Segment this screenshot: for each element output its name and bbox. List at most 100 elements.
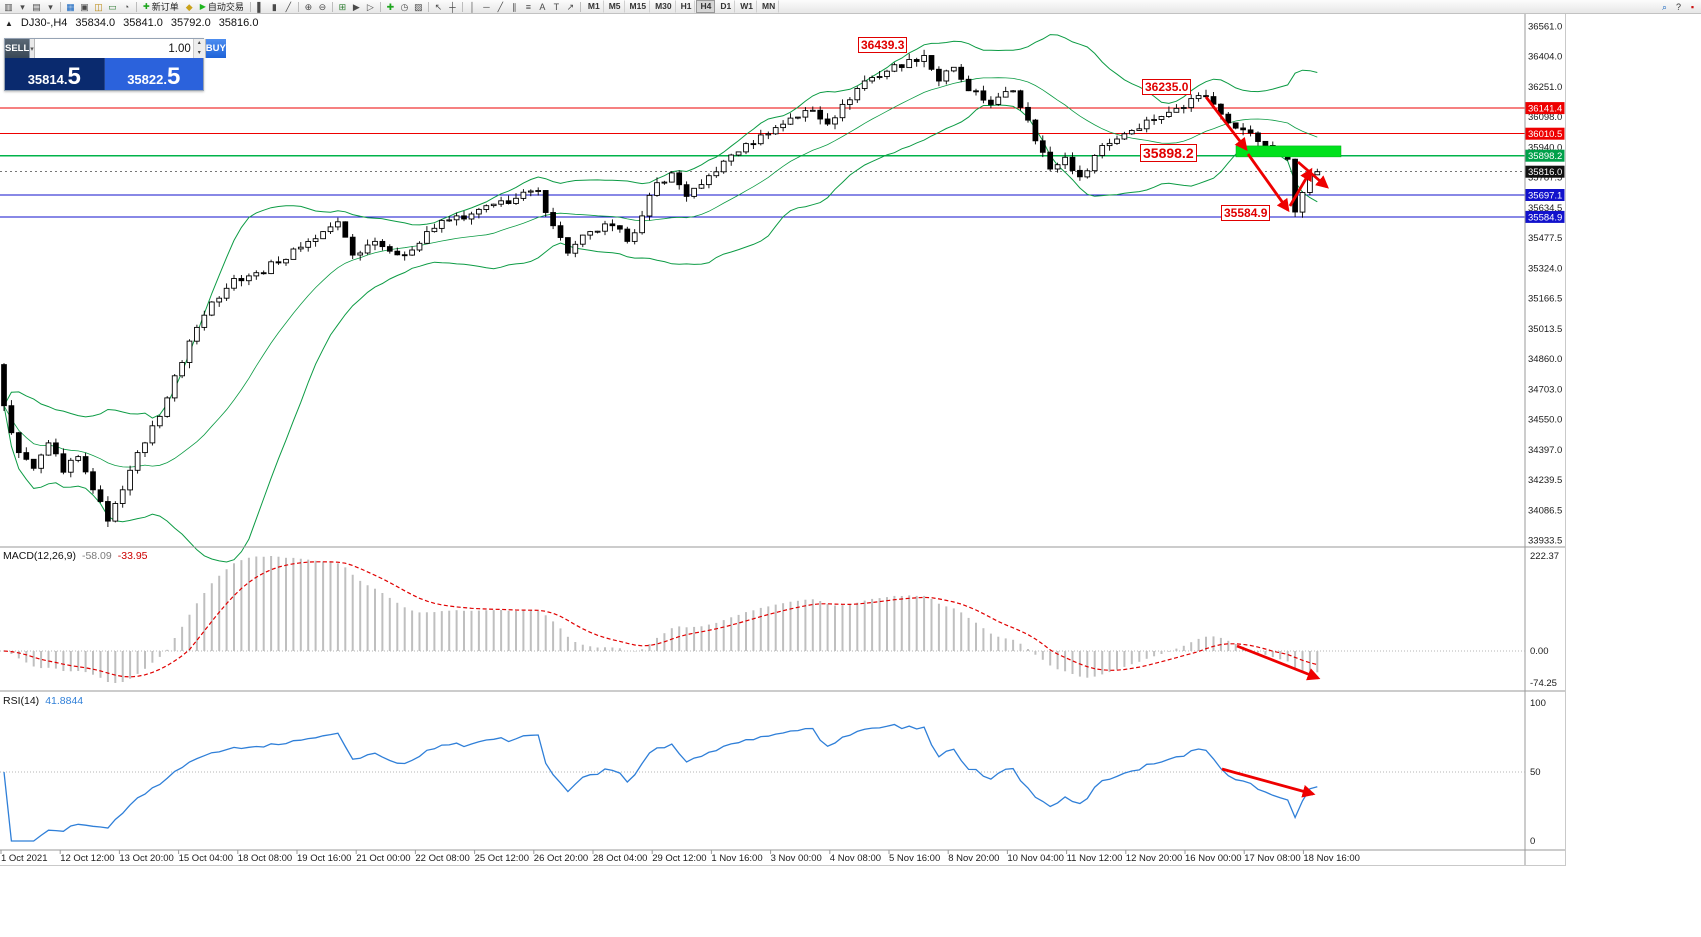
highlight-zone-rect[interactable] bbox=[1235, 145, 1342, 158]
toolbar-separator bbox=[579, 1, 581, 12]
strategy-tester-icon[interactable]: ◔ bbox=[123, 1, 130, 12]
timeframe-m5-button[interactable]: M5 bbox=[605, 0, 625, 13]
timeframe-mn-button[interactable]: MN bbox=[758, 0, 780, 13]
new-chart-dropdown-icon[interactable]: ▾ bbox=[20, 1, 25, 12]
profiles-dropdown-icon[interactable]: ▾ bbox=[48, 1, 53, 12]
new-order-button[interactable]: ✚ 新订单 bbox=[140, 1, 182, 13]
timeframe-d1-button[interactable]: D1 bbox=[716, 0, 736, 13]
fibonacci-icon[interactable]: ≡ bbox=[525, 1, 532, 12]
price-axis-label: 35634.5 bbox=[1528, 203, 1562, 214]
cursor-icon[interactable]: ↖ bbox=[434, 1, 443, 12]
text-label-icon[interactable]: T bbox=[553, 1, 560, 12]
new-order-button-label: 新订单 bbox=[151, 2, 179, 12]
zoom-out-icon[interactable]: ⊖ bbox=[318, 1, 327, 12]
price-axis-label: 36561.0 bbox=[1528, 22, 1562, 33]
volume-dropdown-button[interactable]: ▾ bbox=[30, 39, 35, 58]
candles-layer bbox=[1, 49, 1321, 527]
price-tag-35697.1: 35697.1 bbox=[1528, 191, 1562, 202]
crosshair-icon[interactable]: ┼ bbox=[449, 1, 456, 12]
periods-icon[interactable]: ◷ bbox=[400, 1, 409, 12]
chart-shift-icon[interactable]: ▷ bbox=[366, 1, 374, 12]
connection-status-icon[interactable]: ▪ bbox=[1690, 1, 1695, 12]
ohlc-low: 35792.0 bbox=[170, 17, 211, 29]
trend-arrow-0[interactable] bbox=[1204, 96, 1248, 152]
time-axis-label: 18 Oct 08:00 bbox=[238, 853, 292, 864]
channel-icon[interactable]: ∥ bbox=[512, 1, 517, 12]
data-window-icon[interactable]: ▣ bbox=[80, 1, 89, 12]
toolbar-separator bbox=[249, 1, 251, 12]
annotation-price-35584[interactable]: 35584.9 bbox=[1221, 205, 1271, 221]
profiles-icon[interactable]: ▤ bbox=[32, 1, 41, 12]
buy-button[interactable]: BUY bbox=[205, 39, 226, 58]
navigator-icon[interactable]: ◫ bbox=[94, 1, 103, 12]
time-axis-label: 11 Nov 12:00 bbox=[1067, 853, 1123, 864]
macd-indicator-label: MACD(12,26,9) -58.09 -33.95 bbox=[3, 550, 148, 562]
new-chart-icon[interactable]: ▥ bbox=[4, 1, 13, 12]
zoom-in-icon[interactable]: ⊕ bbox=[304, 1, 313, 12]
terminal-icon[interactable]: ▭ bbox=[108, 1, 117, 12]
price-axis-label: 34860.0 bbox=[1528, 354, 1562, 365]
text-icon[interactable]: A bbox=[539, 1, 546, 12]
tile-windows-icon[interactable]: ⊞ bbox=[338, 1, 347, 12]
timeframe-m30-button[interactable]: M30 bbox=[651, 0, 676, 13]
one-click-toggle-icon[interactable]: ▲ bbox=[5, 18, 13, 28]
templates-icon[interactable]: ▨ bbox=[414, 1, 423, 12]
price-axis-label: 35166.5 bbox=[1528, 294, 1562, 305]
timeframe-m15-button[interactable]: M15 bbox=[626, 0, 651, 13]
volume-decrease-button[interactable]: ▾ bbox=[193, 48, 205, 58]
trend-arrow-4[interactable] bbox=[1236, 644, 1321, 681]
time-axis-label: 13 Oct 20:00 bbox=[119, 853, 173, 864]
sell-price-display[interactable]: 35814. 5 bbox=[5, 58, 105, 90]
time-axis-label: 5 Nov 16:00 bbox=[889, 853, 940, 864]
trend-arrow-1[interactable] bbox=[1246, 153, 1290, 213]
candlestick-chart-icon[interactable]: ▮ bbox=[271, 1, 277, 12]
trendline-icon[interactable]: ╱ bbox=[497, 1, 504, 12]
auto-scroll-icon[interactable]: ▶ bbox=[352, 1, 360, 12]
price-tag-35584.9: 35584.9 bbox=[1528, 212, 1562, 223]
price-chart-svg[interactable]: 222.37 0.00 -74.25 100 50 0 36561.0 36404.0 3625… bbox=[0, 14, 1565, 865]
price-axis-label: 35013.5 bbox=[1528, 324, 1562, 335]
autotrade-button[interactable]: ▶ 自动交易 bbox=[197, 1, 247, 13]
annotation-price-36235[interactable]: 36235.0 bbox=[1142, 79, 1192, 95]
trend-arrow-5[interactable] bbox=[1221, 767, 1316, 798]
annotation-price-35898[interactable]: 35898.2 bbox=[1140, 144, 1197, 162]
time-axis-label: 8 Nov 20:00 bbox=[948, 853, 999, 864]
timeframe-w1-button[interactable]: W1 bbox=[736, 0, 757, 13]
time-axis-label: 21 Oct 00:00 bbox=[356, 853, 410, 864]
metaeditor-icon[interactable]: ◆ bbox=[185, 1, 193, 12]
sell-button[interactable]: SELL bbox=[5, 39, 31, 58]
volume-increase-button[interactable]: ▴ bbox=[193, 39, 205, 49]
market-watch-icon[interactable]: ▦ bbox=[66, 1, 75, 12]
horizontal-line-icon[interactable]: ─ bbox=[483, 1, 490, 12]
buy-price-display[interactable]: 35822. 5 bbox=[104, 58, 203, 90]
trend-arrow-3[interactable] bbox=[1297, 160, 1329, 189]
timeframe-m1-button[interactable]: M1 bbox=[584, 0, 604, 13]
new-order-icon: ✚ bbox=[143, 2, 150, 11]
time-axis-label: 4 Nov 08:00 bbox=[830, 853, 881, 864]
ohlc-high: 35841.0 bbox=[123, 17, 163, 29]
time-axis-label: 1 Oct 2021 bbox=[1, 853, 47, 864]
annotation-price-36439[interactable]: 36439.3 bbox=[858, 37, 908, 53]
search-icon[interactable]: ⌕ bbox=[1661, 1, 1668, 12]
line-chart-icon[interactable]: ╱ bbox=[285, 1, 292, 12]
time-axis-label: 18 Nov 16:00 bbox=[1303, 853, 1360, 864]
help-icon[interactable]: ? bbox=[1675, 1, 1681, 12]
chart-area[interactable]: 222.37 0.00 -74.25 100 50 0 36561.0 36404.0 3625… bbox=[0, 14, 1565, 865]
time-axis-label: 22 Oct 08:00 bbox=[415, 853, 469, 864]
indicators-icon[interactable]: ✚ bbox=[386, 1, 395, 12]
timeframe-h4-button[interactable]: H4 bbox=[696, 0, 716, 13]
chart-background bbox=[0, 14, 1565, 865]
time-axis-label: 25 Oct 12:00 bbox=[475, 853, 529, 864]
price-tag-36010.5: 36010.5 bbox=[1528, 129, 1562, 140]
arrows-tool-icon[interactable]: ↗ bbox=[566, 1, 575, 12]
timeframe-h1-button[interactable]: H1 bbox=[677, 0, 696, 13]
bar-chart-icon[interactable]: ▌ bbox=[257, 1, 264, 12]
volume-field: ▴ ▾ bbox=[34, 39, 206, 58]
time-axis-label: 16 Nov 00:00 bbox=[1185, 853, 1242, 864]
volume-input[interactable] bbox=[34, 39, 193, 58]
rsi-axis-label: 0 bbox=[1530, 836, 1535, 847]
trend-arrow-2[interactable] bbox=[1288, 167, 1313, 207]
vertical-line-icon[interactable]: │ bbox=[469, 1, 476, 12]
toolbar-separator bbox=[60, 1, 61, 12]
price-tag-bg bbox=[1525, 102, 1565, 115]
